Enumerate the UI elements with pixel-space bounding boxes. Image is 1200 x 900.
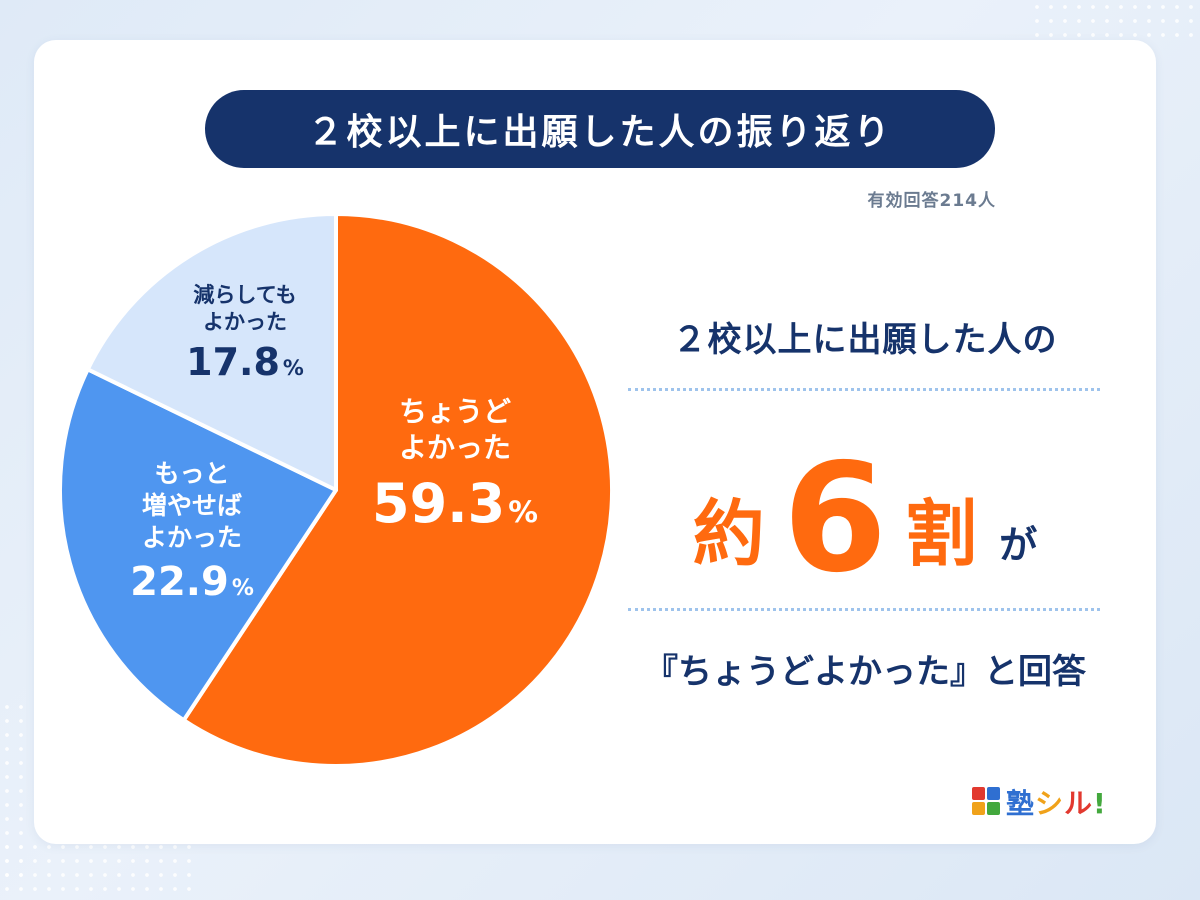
logo-mark-square	[987, 787, 1000, 800]
slice-pct-more-value: 22.9	[130, 559, 229, 605]
brand-logo: 塾シル!	[972, 782, 1107, 822]
logo-mark-square	[972, 802, 985, 815]
slice-pct-more-sign: %	[231, 576, 254, 601]
title-banner: ２校以上に出願した人の振り返り	[205, 90, 995, 168]
logo-text: 塾シル!	[1006, 782, 1107, 822]
slice-label-just-line2: よかった	[398, 430, 511, 464]
slice-label-less-line1: 減らしても	[193, 283, 297, 307]
pie-slice-less	[85, 212, 338, 492]
logo-char: !	[1093, 787, 1107, 820]
summary-unit: 割	[905, 492, 978, 576]
dotted-divider-top	[628, 388, 1100, 391]
slice-label-more-line3: よかった	[141, 523, 242, 552]
pie-slice-just-right	[181, 212, 614, 768]
summary-answer: 『ちょうどよかった』と回答	[644, 652, 1086, 692]
summary-approx: 約	[692, 492, 765, 576]
slice-pct-less-value: 17.8	[186, 339, 280, 384]
slice-label-more-line1: もっと	[154, 459, 230, 488]
slice-label-less-line2: よかった	[203, 309, 287, 334]
slice-label-just-line1: ちょうど	[398, 395, 511, 428]
summary-lead: ２校以上に出願した人の	[672, 320, 1058, 360]
summary-headline: 約 6 割 が	[630, 418, 1100, 598]
logo-char: シ	[1035, 787, 1065, 820]
logo-mark-square	[987, 802, 1000, 815]
slice-label-less: 減らしても よかった 17.8%	[160, 282, 330, 385]
decor-dots-left	[0, 700, 30, 880]
slice-pct-less-sign: %	[282, 355, 304, 380]
respondent-count: 有効回答214人	[867, 191, 996, 211]
summary-number: 6	[782, 432, 888, 606]
decor-dots-top-right	[1030, 0, 1200, 40]
decor-dots-bottom-left	[0, 840, 200, 900]
logo-char: ル	[1064, 787, 1094, 820]
slice-pct-just-value: 59.3	[372, 471, 506, 535]
slice-pct-just: 59.3%	[340, 472, 570, 537]
slice-label-more-line2: 増やせば	[141, 491, 242, 520]
logo-mark-icon	[972, 787, 1002, 817]
dotted-divider-bottom	[628, 608, 1100, 611]
slice-label-just-right: ちょうど よかった 59.3%	[340, 394, 570, 536]
slice-pct-less: 17.8%	[160, 340, 330, 386]
slice-pct-just-sign: %	[508, 494, 538, 530]
slice-label-more: もっと 増やせば よかった 22.9%	[92, 458, 292, 606]
logo-char: 塾	[1006, 787, 1036, 820]
logo-mark-square	[972, 787, 985, 800]
title-text: ２校以上に出願した人の振り返り	[307, 112, 893, 153]
slice-pct-more: 22.9%	[92, 558, 292, 606]
summary-particle: が	[999, 523, 1038, 567]
